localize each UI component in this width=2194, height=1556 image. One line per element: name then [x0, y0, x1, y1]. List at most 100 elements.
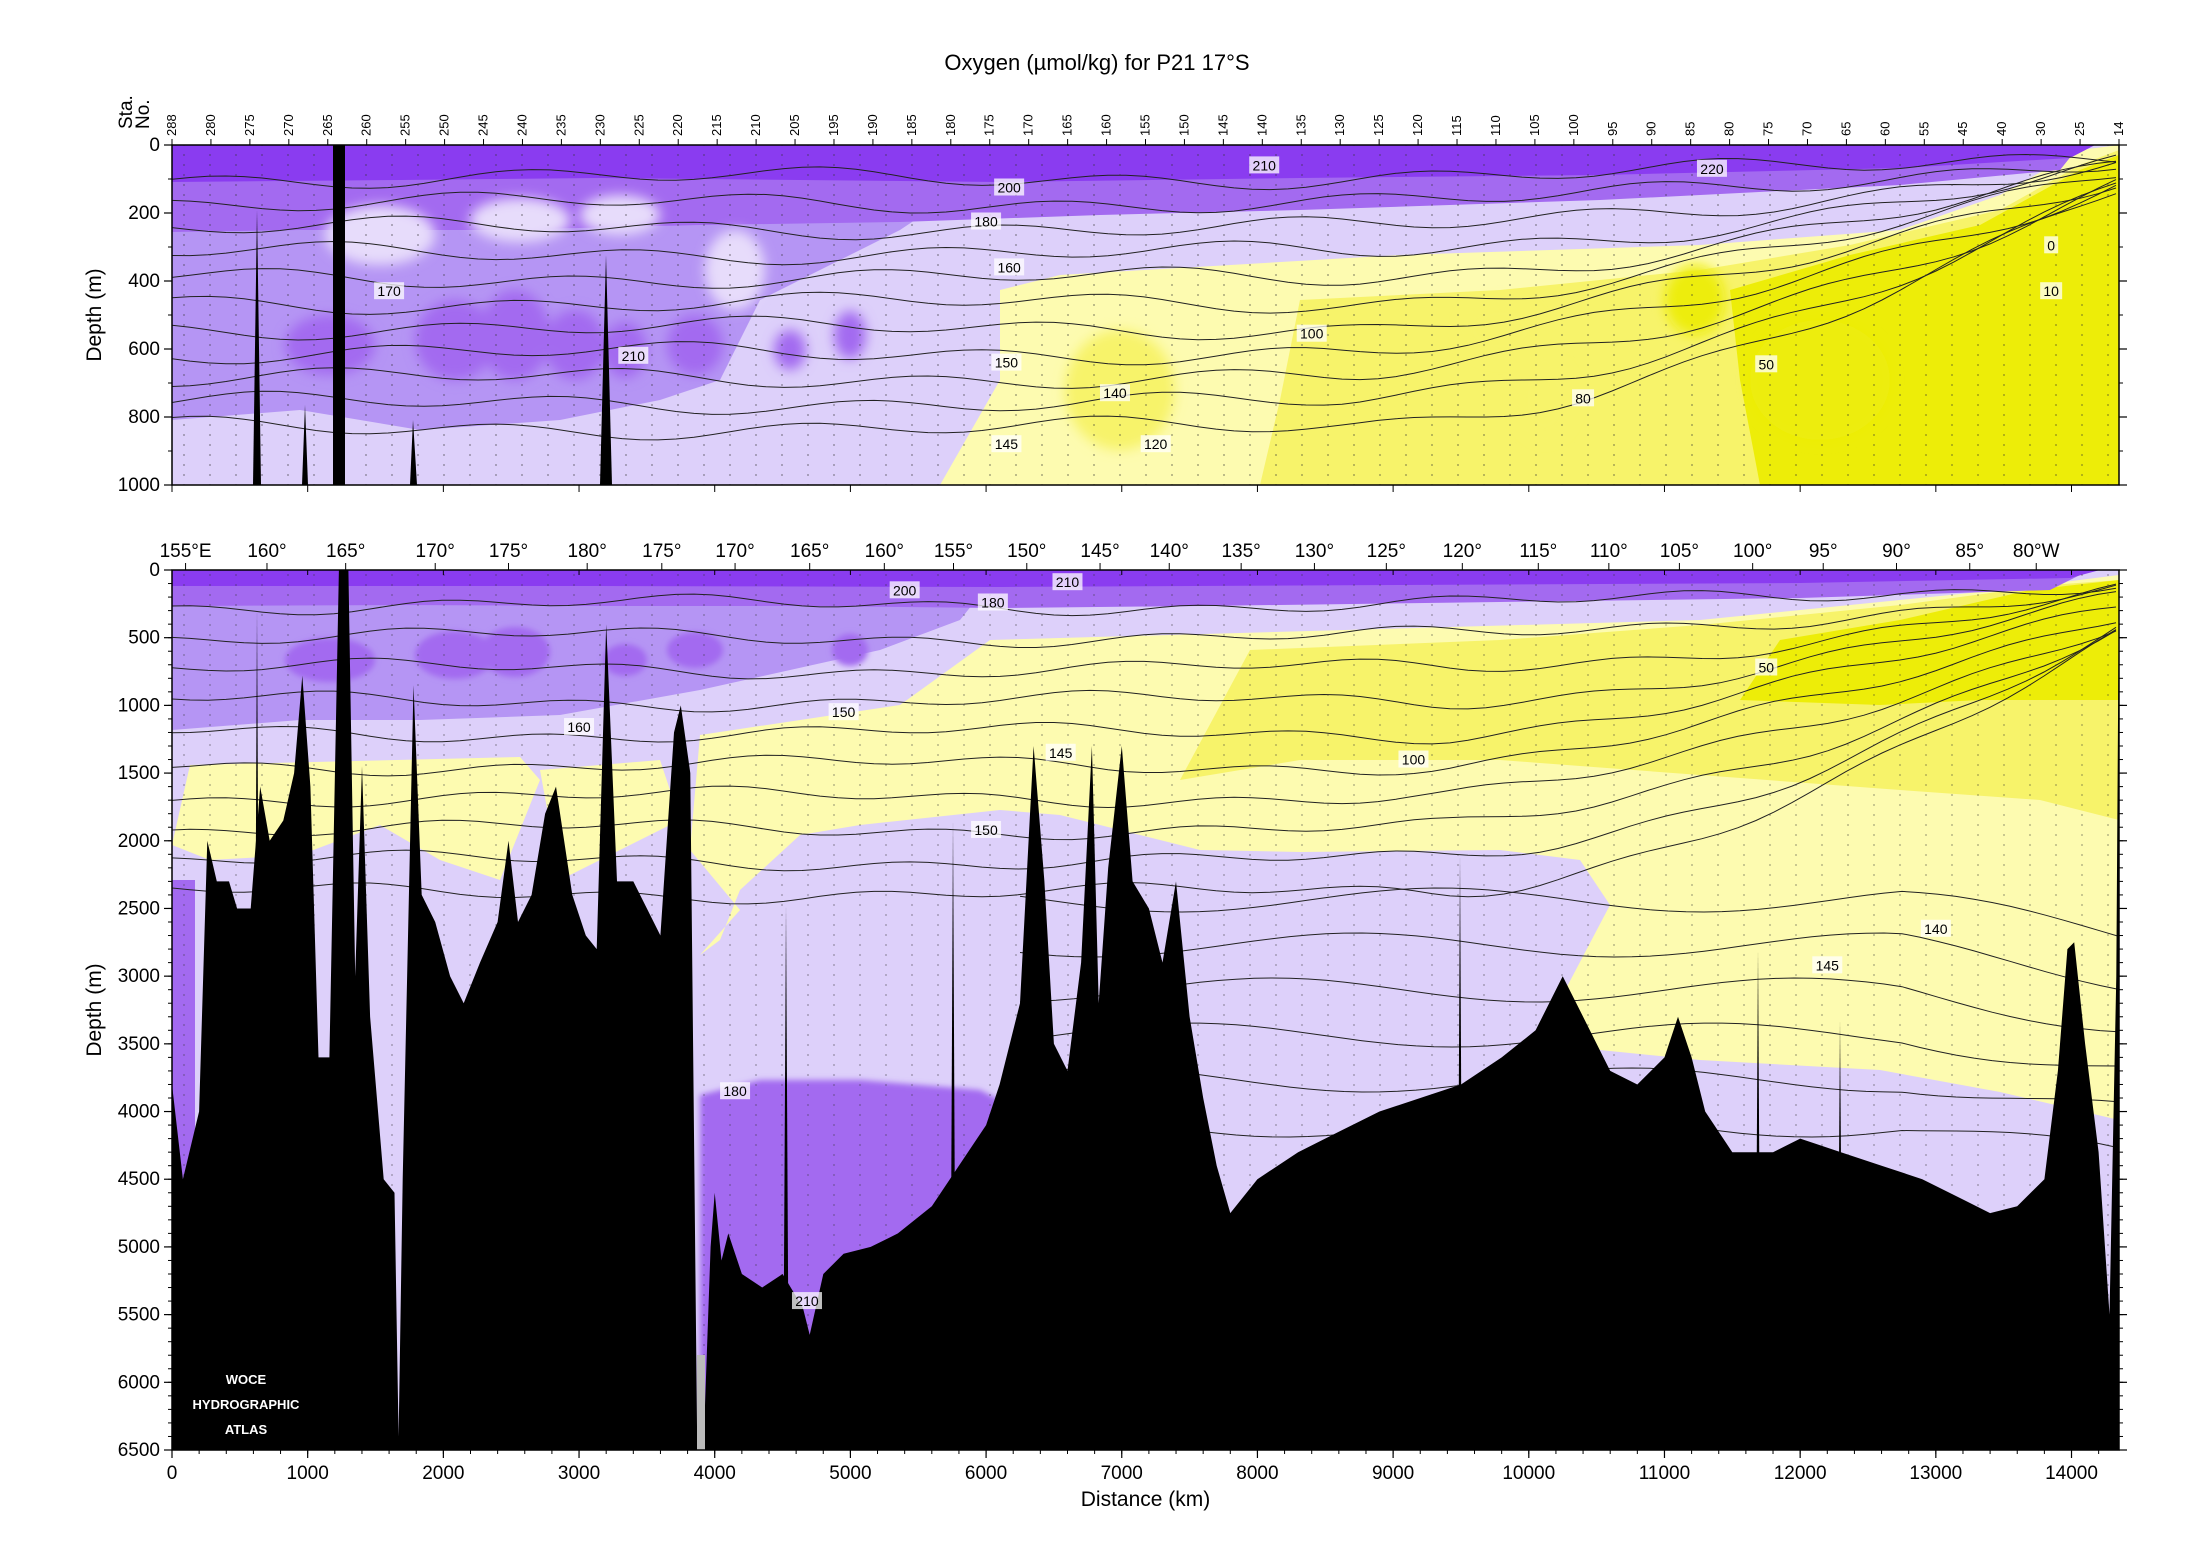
station-number-label: 85 — [1683, 122, 1698, 136]
contour-label-backdrop — [828, 703, 859, 721]
contour-value-label: 170 — [377, 283, 401, 299]
longitude-label: 80°W — [2013, 541, 2060, 562]
lower-y-tick-label: 1000 — [118, 695, 160, 716]
lower-y-tick-label: 6500 — [118, 1440, 160, 1461]
lower-bathymetry — [172, 570, 2119, 1450]
contour-label-backdrop — [991, 353, 1022, 371]
trench-gap — [697, 1355, 705, 1450]
contour-label-backdrop — [971, 820, 1002, 838]
lower-y-tick-label: 6000 — [118, 1372, 160, 1393]
contour-label-backdrop — [2044, 236, 2059, 254]
station-number-label: 80 — [1722, 122, 1737, 136]
lower-y-tick-label: 3500 — [118, 1034, 160, 1055]
longitude-label: 110° — [1590, 541, 1628, 562]
contour-label-backdrop — [618, 346, 649, 364]
station-number-axis: 288 280 275 270 265 260 255 250 245 240 235 230 225 2… — [116, 95, 2126, 145]
contour-value-label: 150 — [832, 704, 856, 720]
station-number-label: 55 — [1916, 122, 1931, 136]
lower-x-tick-label: 12000 — [1774, 1463, 1827, 1484]
station-number-label: 235 — [553, 114, 568, 136]
lower-oxygen-field — [172, 570, 2119, 1450]
station-number-label: 180 — [943, 114, 958, 136]
contour-value-label: 210 — [622, 348, 646, 364]
station-number-label: 75 — [1761, 122, 1776, 136]
upper-y-tick-label: 0 — [149, 135, 160, 156]
station-number-label: 280 — [203, 114, 218, 136]
contour-value-label: 145 — [1049, 745, 1073, 761]
contour-label-backdrop — [994, 178, 1025, 196]
contour-label-backdrop — [971, 212, 1002, 230]
lower-panel: 0500100015002000250030003500400045005000… — [83, 541, 2127, 1511]
lower-y-tick-label: 5500 — [118, 1305, 160, 1326]
longitude-label: 160° — [247, 541, 286, 562]
contour-value-label: 80 — [1575, 390, 1591, 406]
station-number-label: 25 — [2072, 122, 2087, 136]
contour-label-backdrop — [991, 435, 1022, 453]
contour-value-label: 150 — [974, 822, 998, 838]
station-number-label: 210 — [748, 114, 763, 136]
contour-label-backdrop — [1099, 384, 1130, 402]
station-number-label: 90 — [1644, 122, 1659, 136]
longitude-label: 155° — [934, 541, 973, 562]
contour-value-label: 50 — [1758, 659, 1774, 675]
contour-label-backdrop — [977, 593, 1008, 611]
contour-label-backdrop — [791, 1292, 822, 1310]
contour-value-label: 100 — [1402, 752, 1426, 768]
longitude-label: 175° — [489, 541, 528, 562]
station-number-label: 165 — [1060, 114, 1075, 136]
upper-bathymetry-spikes — [253, 145, 612, 485]
lower-x-tick-label: 7000 — [1101, 1463, 1143, 1484]
contour-value-label: 140 — [1103, 385, 1127, 401]
contour-value-label: 210 — [1253, 157, 1277, 173]
contour-label-backdrop — [1920, 919, 1951, 937]
contour-label-backdrop — [1140, 435, 1171, 453]
lower-x-tick-label: 11000 — [1639, 1463, 1690, 1484]
longitude-label: 100° — [1733, 541, 1772, 562]
station-axis-label: No. — [133, 99, 154, 129]
contour-value-label: 145 — [995, 436, 1019, 452]
station-axis-label: Sta. — [116, 95, 137, 129]
lower-y-tick-label: 0 — [149, 560, 160, 581]
lower-x-tick-label: 0 — [167, 1463, 178, 1484]
contour-value-label: 200 — [997, 180, 1021, 196]
lower-y-tick-label: 4000 — [118, 1102, 160, 1123]
lower-y-tick-label: 3000 — [118, 966, 160, 987]
upper-sample-dots — [172, 145, 2119, 485]
lower-contour-value-labels: 210 200 180 50 160 150 145 100 150 140 145 180 210 — [564, 573, 1951, 1310]
contour-value-label: 0 — [2047, 237, 2055, 253]
contour-label-backdrop — [720, 1082, 751, 1100]
contour-value-label: 160 — [997, 259, 1021, 275]
lower-y-tick-label: 4500 — [118, 1169, 160, 1190]
contour-label-backdrop — [2040, 282, 2063, 300]
upper-y-tick-label: 200 — [128, 203, 160, 224]
contour-value-label: 220 — [1700, 161, 1724, 177]
longitude-axis: 155°E 160° 165° 170° 175° 180° 175° 170° 165° 160… — [160, 541, 2073, 575]
longitude-label: 170° — [715, 541, 754, 562]
contour-value-label: 150 — [995, 355, 1019, 371]
lower-x-axis-label: Distance (km) — [1081, 1488, 1211, 1511]
station-number-label: 240 — [514, 114, 529, 136]
contour-label-backdrop — [1398, 750, 1429, 768]
station-number-label: 105 — [1527, 114, 1542, 136]
lower-x-tick-label: 4000 — [694, 1463, 736, 1484]
contour-label-backdrop — [1755, 355, 1778, 373]
longitude-label: 165° — [790, 541, 829, 562]
upper-y-tick-label: 400 — [128, 271, 160, 292]
upper-oxygen-field — [172, 145, 2119, 485]
longitude-label: 125° — [1367, 541, 1406, 562]
station-number-label: 220 — [670, 114, 685, 136]
station-number-label: 195 — [826, 114, 841, 136]
lower-y-axis-label: Depth (m) — [83, 963, 106, 1056]
contour-value-label: 100 — [1300, 326, 1324, 342]
station-number-label: 130 — [1332, 114, 1347, 136]
lower-x-tick-label: 3000 — [558, 1463, 600, 1484]
longitude-label: 165° — [326, 541, 365, 562]
station-number-label: 225 — [631, 114, 646, 136]
station-number-label: 125 — [1371, 114, 1386, 136]
contour-value-label: 160 — [567, 719, 591, 735]
lower-x-tick-label: 10000 — [1502, 1463, 1555, 1484]
station-number-label: 60 — [1877, 122, 1892, 136]
